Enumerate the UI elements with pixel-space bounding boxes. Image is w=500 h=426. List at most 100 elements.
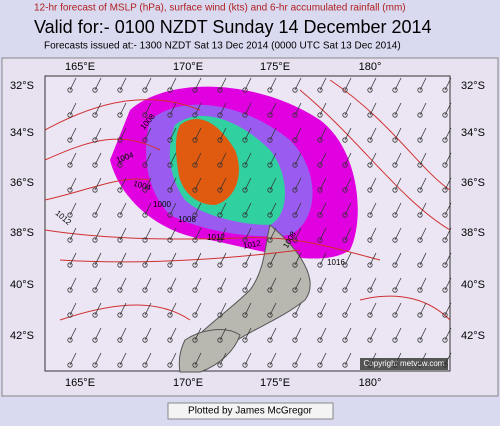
wind-barb	[369, 177, 377, 191]
wind-barb	[144, 177, 152, 191]
wind-barb	[294, 302, 302, 316]
wind-barb	[269, 202, 277, 216]
wind-barb	[219, 352, 227, 366]
station	[92, 212, 98, 218]
footer-box	[167, 402, 334, 420]
wind-barb	[394, 277, 402, 291]
station	[92, 262, 98, 268]
wind-barb	[394, 152, 402, 166]
wind-barb	[169, 227, 177, 241]
station	[417, 237, 423, 243]
wind-barb	[444, 277, 452, 291]
wind-barb	[369, 252, 377, 266]
station	[117, 312, 123, 318]
station	[92, 187, 98, 193]
wind-barb	[319, 327, 327, 341]
wind-barb	[194, 302, 202, 316]
station	[192, 212, 198, 218]
wind-barb	[69, 327, 77, 341]
station	[442, 337, 448, 343]
station	[292, 287, 298, 293]
footer-credit: Plotted by James McGregor	[188, 406, 313, 417]
wind-barb	[419, 202, 427, 216]
station	[392, 112, 398, 118]
wind-barb	[244, 177, 252, 191]
station	[417, 362, 423, 368]
station	[367, 187, 373, 193]
station	[442, 87, 448, 93]
station	[317, 187, 323, 193]
wind-barb	[419, 152, 427, 166]
station	[442, 262, 448, 268]
wind-barb	[94, 352, 102, 366]
wind-barb	[444, 202, 452, 216]
station	[367, 337, 373, 343]
wind-barb	[244, 152, 252, 166]
station	[292, 162, 298, 168]
wind-barb	[269, 352, 277, 366]
wind-barb	[444, 327, 452, 341]
subtitle: 12-hr forecast of MSLP (hPa), surface wi…	[34, 3, 406, 14]
lat-label-right: 36°S	[461, 177, 485, 189]
station	[292, 312, 298, 318]
wind-barb	[294, 352, 302, 366]
wind-barb	[219, 77, 227, 91]
isobar-label: 1000	[153, 200, 171, 209]
station	[367, 162, 373, 168]
wind-barb	[169, 77, 177, 91]
lat-label-left: 42°S	[10, 330, 34, 342]
wind-barb	[369, 77, 377, 91]
station	[342, 237, 348, 243]
station	[217, 287, 223, 293]
station	[342, 312, 348, 318]
wind-barb	[319, 277, 327, 291]
wind-barb	[294, 327, 302, 341]
wind-barb	[194, 127, 202, 141]
wind-barb	[344, 152, 352, 166]
wind-barb	[319, 202, 327, 216]
station	[267, 362, 273, 368]
station	[192, 162, 198, 168]
lat-label-left: 36°S	[10, 177, 34, 189]
station	[442, 137, 448, 143]
wind-barb	[294, 177, 302, 191]
wind-barb	[94, 152, 102, 166]
station	[417, 312, 423, 318]
wind-barb	[369, 302, 377, 316]
station	[117, 162, 123, 168]
wind-barb	[194, 227, 202, 241]
lat-label-left: 40°S	[10, 279, 34, 291]
station	[192, 312, 198, 318]
wind-barb	[119, 177, 127, 191]
wind-barb	[394, 102, 402, 116]
station	[417, 212, 423, 218]
station	[267, 312, 273, 318]
wind-barb	[344, 302, 352, 316]
station	[92, 112, 98, 118]
station	[342, 137, 348, 143]
station	[142, 187, 148, 193]
wind-barb	[169, 177, 177, 191]
wind-barb	[144, 127, 152, 141]
title: Valid for:- 0100 NZDT Sunday 14 December…	[34, 17, 432, 37]
station	[167, 262, 173, 268]
station	[267, 212, 273, 218]
station	[292, 262, 298, 268]
wind-barb	[394, 252, 402, 266]
station	[367, 237, 373, 243]
wind-barb	[269, 277, 277, 291]
wind-barb	[144, 302, 152, 316]
station	[217, 137, 223, 143]
wind-barb	[244, 127, 252, 141]
wind-barb	[369, 352, 377, 366]
station	[242, 312, 248, 318]
wind-barb	[69, 77, 77, 91]
wind-barb	[169, 252, 177, 266]
lat-label-right: 42°S	[461, 330, 485, 342]
wind-barb	[119, 102, 127, 116]
station	[167, 162, 173, 168]
station	[292, 212, 298, 218]
wind-barb	[244, 327, 252, 341]
wind-barb	[444, 227, 452, 241]
station	[392, 337, 398, 343]
